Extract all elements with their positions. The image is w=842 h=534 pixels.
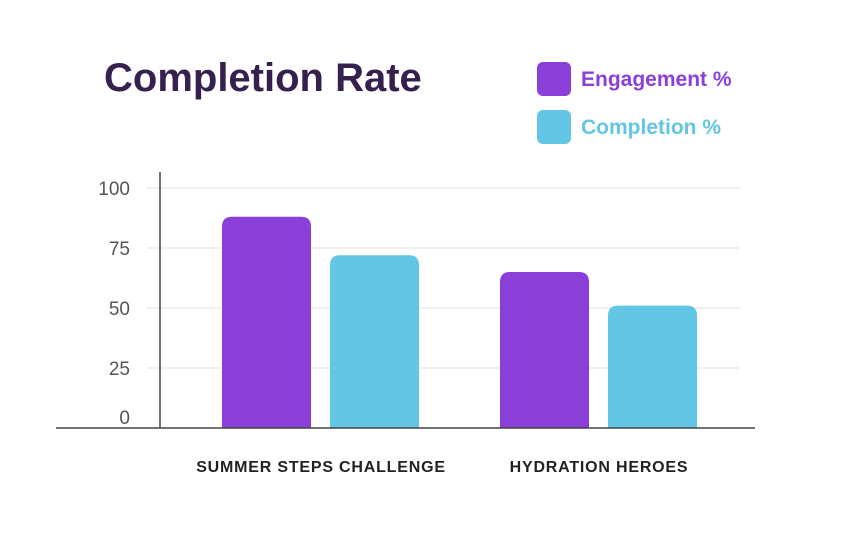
category-label: SUMMER STEPS CHALLENGE (196, 459, 446, 476)
bar-completion (330, 255, 419, 428)
bar-engagement (500, 272, 589, 428)
x-axis-category-labels: SUMMER STEPS CHALLENGE HYDRATION HEROES (196, 459, 689, 476)
bars (222, 216, 697, 428)
y-tick-label: 0 (119, 408, 130, 429)
axes (56, 172, 755, 429)
legend-label: Engagement % (581, 68, 732, 91)
category-label: HYDRATION HEROES (510, 459, 689, 476)
y-tick-label: 50 (109, 299, 130, 320)
y-tick-label: 25 (109, 359, 130, 380)
chart-title: Completion Rate (104, 56, 422, 100)
legend-swatch (537, 110, 571, 144)
bar-completion (608, 305, 697, 428)
bar-engagement (222, 216, 311, 428)
legend-label: Completion % (581, 116, 721, 139)
y-tick-label: 75 (109, 239, 130, 260)
y-axis-tick-labels: 0 25 50 75 100 (98, 179, 130, 429)
legend: Engagement % Completion % (537, 62, 732, 144)
y-tick-label: 100 (98, 179, 130, 200)
legend-swatch (537, 62, 571, 96)
